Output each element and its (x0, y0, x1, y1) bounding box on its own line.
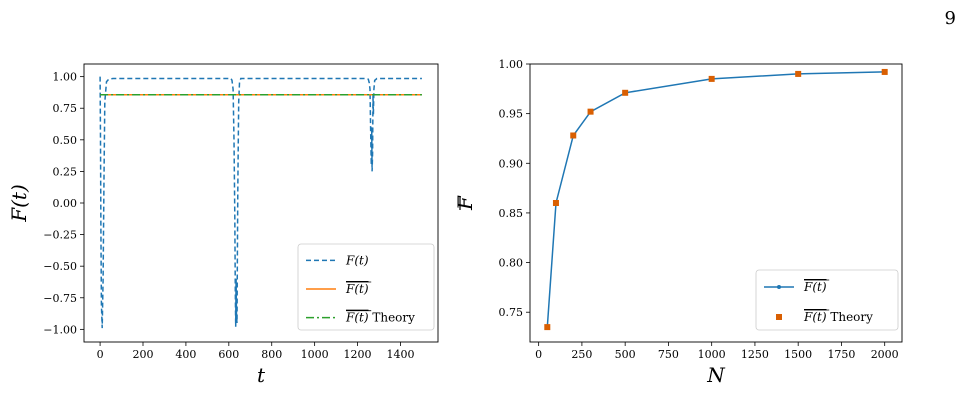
y-tick-label: 0.50 (53, 134, 78, 147)
data-point-theory (622, 89, 629, 96)
x-tick-label: 1250 (741, 348, 769, 361)
y-tick-label: −0.25 (43, 229, 77, 242)
x-tick-label: 1000 (698, 348, 726, 361)
y-tick-label: 0.75 (499, 306, 524, 319)
y-tick-label: −0.75 (43, 292, 77, 305)
y-tick-label: 0.90 (499, 157, 524, 170)
y-axis-label: F(t) (7, 184, 31, 223)
legend-handle (776, 314, 782, 320)
legend-box (297, 243, 435, 331)
legend-box (755, 269, 899, 331)
y-tick-label: 0.25 (53, 165, 78, 178)
x-tick-label: 0 (535, 348, 542, 361)
plot-frame (529, 63, 903, 343)
x-tick-label: 750 (658, 348, 679, 361)
x-tick-label: 200 (133, 348, 154, 361)
x-tick-label: 1750 (827, 348, 855, 361)
legend-label-0-2: F(t) Theory (345, 311, 415, 325)
y-tick-label: 1.00 (53, 71, 78, 84)
data-point-theory (881, 68, 888, 75)
data-point-theory (795, 70, 802, 77)
series-line-0 (99, 76, 422, 329)
plot-area (99, 76, 422, 329)
legend-label-0-0: F(t) (345, 253, 369, 267)
chart-fidelity-vs-time: 0 200 400 600 800 1000 1200 1400 1.00 0.75 0.50 0.2… (7, 63, 439, 387)
legend-label-1-0: F(t) (803, 280, 827, 294)
x-tick-label: 2000 (871, 348, 899, 361)
data-point-theory (552, 200, 559, 206)
x-tick-label: 1400 (386, 348, 414, 361)
legend-label-name-0-1: F(t) (345, 282, 369, 296)
y-axis-label: F (453, 195, 477, 211)
series-line-0 (546, 71, 885, 328)
legend-label-suffix-0-2: Theory (369, 311, 416, 325)
legend-label-suffix-1-1: Theory (827, 310, 874, 324)
page-number: 9 (944, 8, 956, 29)
legend-label-0-1: F(t) (345, 282, 369, 296)
y-tick-label: 1.00 (499, 58, 524, 71)
x-tick-label: 800 (261, 348, 282, 361)
data-point-theory (570, 132, 577, 139)
data-point-theory (544, 324, 551, 331)
legend: F(t)F(t)F(t) Theory (297, 243, 435, 331)
data-point-theory (587, 108, 594, 115)
legend-handle-dot (777, 285, 781, 289)
data-point-theory (708, 75, 715, 82)
y-tick-label: 0.80 (499, 257, 524, 270)
x-tick-label: 0 (97, 348, 104, 361)
legend-label-name-0-2: F(t) (345, 311, 369, 325)
x-tick-label: 600 (218, 348, 239, 361)
chart-average-fidelity-vs-n: 0 250 500 750 1000 1250 1500 1750 2000 1.00 0.95 0.… (453, 58, 903, 387)
y-tick-label: −1.00 (43, 323, 77, 336)
y-tick-label: −0.50 (43, 260, 77, 273)
legend-label-name-1-0: F(t) (803, 280, 827, 294)
legend-label-1-1: F(t) Theory (803, 310, 873, 324)
legend-label-name-0-0: F(t) (345, 253, 369, 267)
x-tick-label: 500 (615, 348, 636, 361)
x-axis-label: N (706, 363, 726, 387)
plot-area (544, 68, 888, 331)
y-tick-label: 0.85 (499, 207, 524, 220)
y-tick-label: 0.00 (53, 197, 78, 210)
x-axis-label: t (257, 363, 266, 387)
plot-frame (83, 63, 439, 343)
x-tick-label: 1500 (784, 348, 812, 361)
y-tick-label: 0.95 (499, 108, 524, 121)
y-tick-label: 0.75 (53, 102, 78, 115)
x-tick-label: 250 (571, 348, 592, 361)
legend: F(t)F(t) Theory (755, 269, 899, 331)
x-tick-label: 1200 (344, 348, 372, 361)
legend-label-name-1-1: F(t) (803, 310, 827, 324)
x-tick-label: 1000 (301, 348, 329, 361)
x-tick-label: 400 (175, 348, 196, 361)
